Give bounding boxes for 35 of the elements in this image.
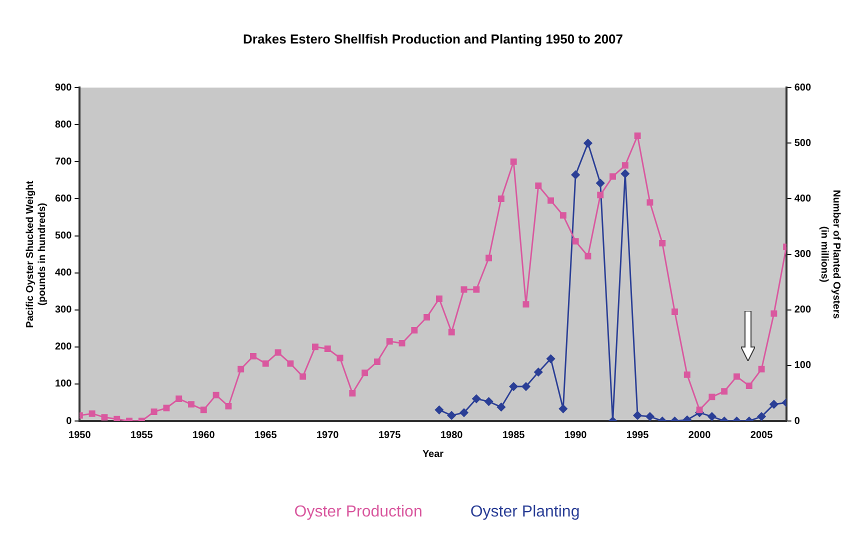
- y-tick-label: 600: [54, 193, 72, 204]
- y2-tick-label: 200: [794, 304, 812, 316]
- y2-tick-label: 0: [794, 416, 800, 427]
- y2-tick-label: 600: [794, 82, 812, 94]
- y-tick-label: 700: [54, 156, 72, 168]
- y2-tick-label: 100: [794, 360, 812, 372]
- text: Oyster Planting: [470, 503, 580, 520]
- y2-tick-label: 400: [794, 193, 812, 204]
- y-tick-label: 500: [54, 230, 72, 242]
- y-tick-label: 300: [54, 304, 72, 316]
- text: Oyster Production: [294, 503, 422, 520]
- y-tick-label: 900: [54, 82, 72, 94]
- y-axis-title: Pacific Oyster Shucked Weight (pounds in hundreds): [24, 180, 48, 328]
- chart-title: Drakes Estero Shellfish Production and Planting 1950 to 2007: [242, 31, 624, 46]
- y2-tick-label: 500: [794, 138, 812, 149]
- x-tick-label: 1970: [316, 430, 340, 441]
- x-tick-label: 1950: [68, 430, 92, 441]
- x-tick-label: 2005: [750, 430, 774, 441]
- y2-axis-title: Number of Planted Oysters (in millions): [818, 190, 842, 320]
- x-tick-label: 1960: [192, 430, 216, 441]
- x-tick-label: 1975: [378, 430, 402, 441]
- y-tick-label: 800: [54, 119, 72, 130]
- x-tick-label: 1955: [130, 430, 154, 441]
- x-tick-label: 2000: [688, 430, 712, 441]
- x-axis-title: Year: [422, 448, 444, 460]
- y-tick-label: 100: [54, 378, 72, 390]
- y-tick-label: 400: [54, 268, 72, 279]
- y-tick-label: 200: [54, 342, 72, 353]
- x-tick-label: 1990: [564, 430, 588, 441]
- y-tick-label: 0: [66, 416, 72, 427]
- x-tick-label: 1980: [440, 430, 464, 441]
- x-tick-label: 1995: [626, 430, 650, 441]
- y2-tick-label: 300: [794, 249, 812, 260]
- x-tick-label: 1965: [254, 430, 278, 441]
- x-tick-label: 1985: [502, 430, 526, 441]
